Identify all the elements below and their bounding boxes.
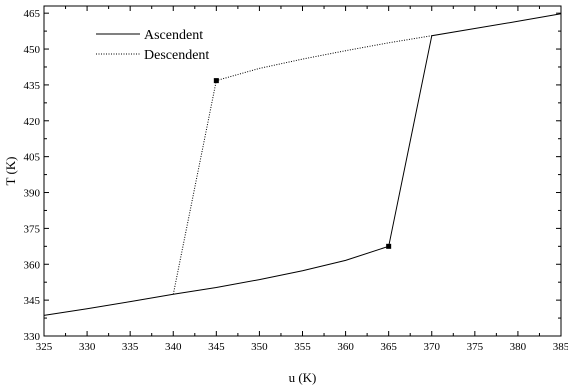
y-tick-label: 345 xyxy=(24,295,41,307)
y-tick-label: 360 xyxy=(24,259,41,271)
y-tick-label: 420 xyxy=(24,116,41,128)
x-tick-label: 325 xyxy=(36,341,53,353)
y-tick-label: 450 xyxy=(24,44,41,56)
x-tick-label: 380 xyxy=(510,341,527,353)
y-tick-label: 405 xyxy=(24,152,41,164)
x-tick-label: 385 xyxy=(553,341,568,353)
x-axis-title: u (K) xyxy=(289,370,317,385)
series-line-ascendent xyxy=(43,13,562,316)
legend-label-descendent: Descendent xyxy=(144,48,209,63)
x-tick-label: 355 xyxy=(294,341,311,353)
series-marker-descendent xyxy=(213,78,219,84)
y-tick-label: 435 xyxy=(24,80,41,92)
x-tick-label: 330 xyxy=(79,341,96,353)
x-tick-label: 360 xyxy=(337,341,354,353)
legend-label-ascendent: Ascendent xyxy=(144,28,203,43)
y-axis-title: T (K) xyxy=(3,156,18,185)
series-layer xyxy=(43,13,562,316)
legend: Ascendent Descendent xyxy=(96,28,209,63)
x-tick-label: 335 xyxy=(122,341,139,353)
y-tick-label: 465 xyxy=(24,8,41,20)
x-tick-label: 350 xyxy=(251,341,268,353)
series-line-descendent xyxy=(172,35,432,295)
x-tick-label: 340 xyxy=(165,341,182,353)
series-marker-ascendent xyxy=(386,243,392,249)
plot-frame xyxy=(43,5,562,337)
x-tick-label: 370 xyxy=(424,341,441,353)
y-tick-label: 330 xyxy=(24,331,41,343)
y-tick-label: 375 xyxy=(24,223,41,235)
tick-layer: 325 330 335 340 345 350 355 360 365 370 375 380 3853… xyxy=(24,6,568,353)
x-tick-label: 365 xyxy=(380,341,397,353)
x-tick-label: 375 xyxy=(467,341,484,353)
x-tick-label: 345 xyxy=(208,341,225,353)
y-tick-label: 390 xyxy=(24,188,41,200)
